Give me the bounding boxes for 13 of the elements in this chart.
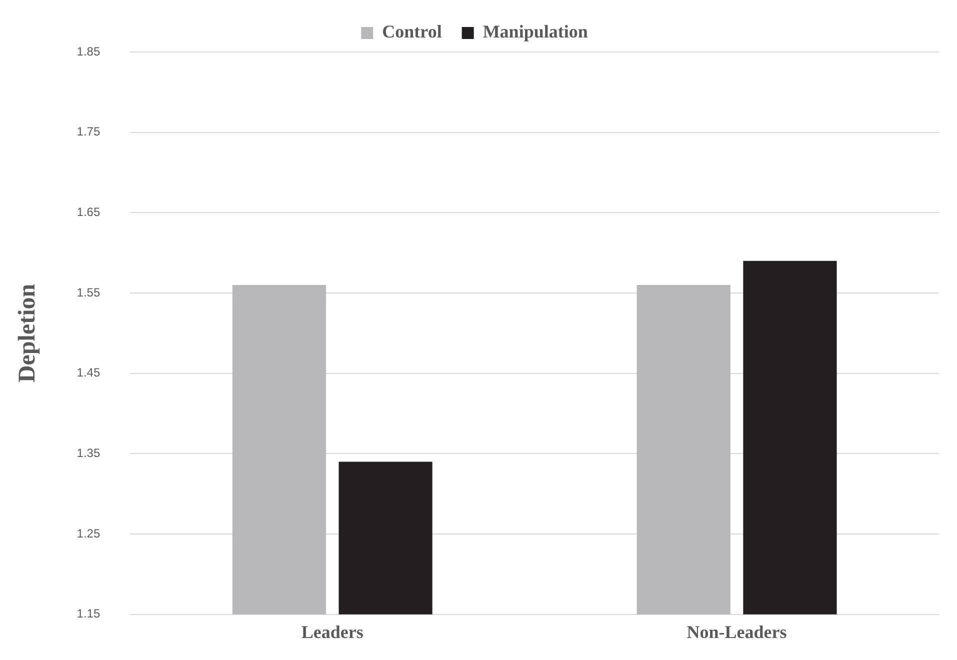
y-tick-label: 1.85 bbox=[76, 44, 100, 58]
x-tick-label: Leaders bbox=[301, 622, 364, 642]
y-tick-label: 1.15 bbox=[76, 606, 100, 621]
y-tick-label: 1.45 bbox=[76, 366, 100, 380]
y-tick-label: 1.75 bbox=[76, 124, 100, 139]
y-tick-label: 1.65 bbox=[76, 205, 100, 219]
legend-label: Control bbox=[382, 22, 442, 42]
y-tick-label: 1.25 bbox=[76, 526, 100, 540]
y-tick-label: 1.55 bbox=[76, 285, 100, 300]
legend-label: Manipulation bbox=[482, 22, 588, 42]
y-axis-title: Depletion bbox=[14, 284, 41, 383]
x-tick-label: Non-Leaders bbox=[686, 622, 787, 642]
y-tick-label: 1.35 bbox=[76, 446, 100, 460]
